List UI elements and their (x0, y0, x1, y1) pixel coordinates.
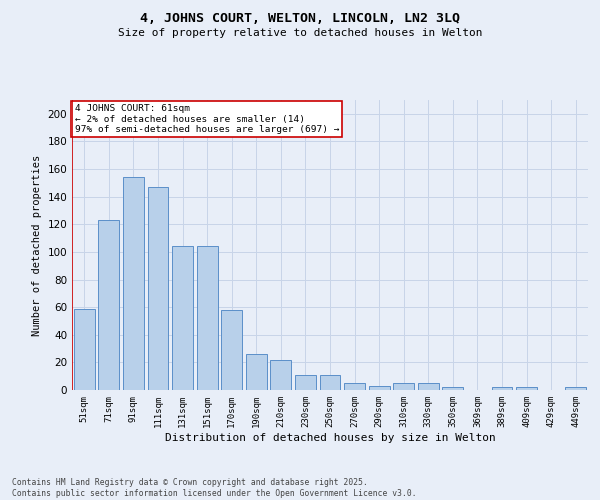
X-axis label: Distribution of detached houses by size in Welton: Distribution of detached houses by size … (164, 432, 496, 442)
Bar (320, 375, 340, 390)
Bar (565, 387, 586, 390)
Bar (123, 178, 144, 390)
Bar (393, 383, 414, 390)
Text: Contains HM Land Registry data © Crown copyright and database right 2025.
Contai: Contains HM Land Registry data © Crown c… (12, 478, 416, 498)
Bar (368, 386, 389, 390)
Bar (442, 387, 463, 390)
Bar (418, 383, 439, 390)
Bar (491, 387, 512, 390)
Bar (516, 387, 537, 390)
Text: 4 JOHNS COURT: 61sqm
← 2% of detached houses are smaller (14)
97% of semi-detach: 4 JOHNS COURT: 61sqm ← 2% of detached ho… (74, 104, 339, 134)
Y-axis label: Number of detached properties: Number of detached properties (32, 154, 42, 336)
Bar (98, 220, 119, 390)
Bar (197, 246, 218, 390)
Bar (221, 310, 242, 390)
Bar (172, 246, 193, 390)
Text: 4, JOHNS COURT, WELTON, LINCOLN, LN2 3LQ: 4, JOHNS COURT, WELTON, LINCOLN, LN2 3LQ (140, 12, 460, 26)
Bar (271, 360, 292, 390)
Bar (74, 308, 95, 390)
Bar (246, 354, 267, 390)
Text: Size of property relative to detached houses in Welton: Size of property relative to detached ho… (118, 28, 482, 38)
Bar (295, 375, 316, 390)
Bar (344, 383, 365, 390)
Bar (148, 187, 169, 390)
